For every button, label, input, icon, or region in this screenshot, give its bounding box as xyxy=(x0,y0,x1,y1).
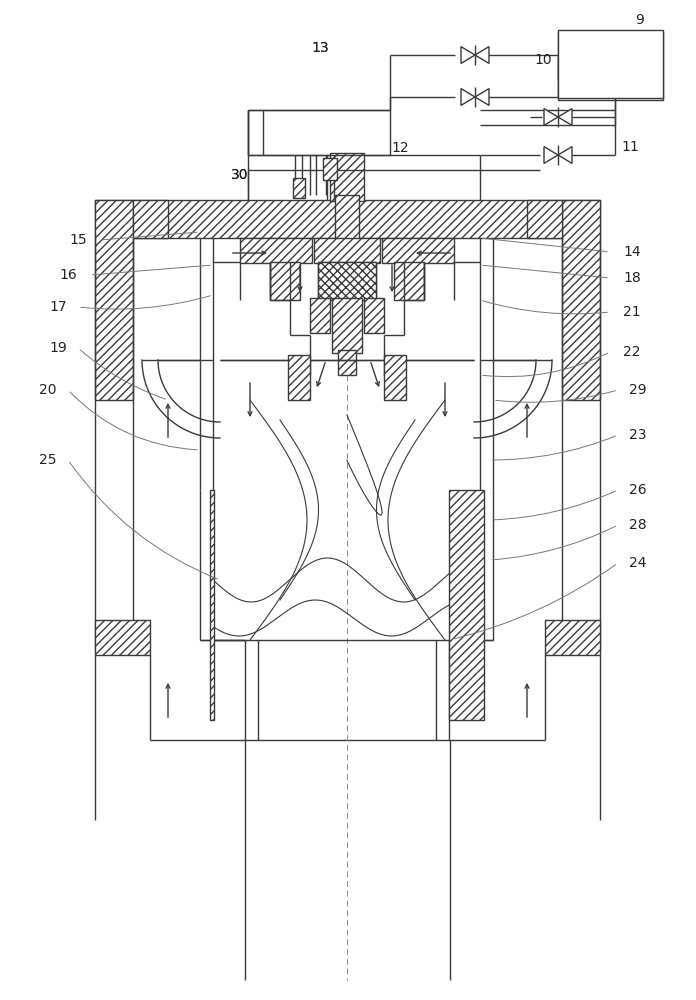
Text: 28: 28 xyxy=(629,518,647,532)
Polygon shape xyxy=(461,89,475,105)
Bar xyxy=(240,238,312,263)
Bar xyxy=(562,200,600,400)
Bar xyxy=(364,298,384,333)
Bar xyxy=(558,30,663,98)
Text: 18: 18 xyxy=(623,271,641,285)
Bar xyxy=(95,200,600,238)
Polygon shape xyxy=(461,47,475,63)
Polygon shape xyxy=(544,109,558,125)
Bar xyxy=(314,238,380,263)
Bar xyxy=(338,350,356,375)
Bar xyxy=(288,355,310,400)
Bar xyxy=(95,620,150,655)
Polygon shape xyxy=(558,109,572,125)
Text: 15: 15 xyxy=(69,233,87,247)
Polygon shape xyxy=(475,47,489,63)
Bar xyxy=(394,262,424,300)
Polygon shape xyxy=(558,147,572,163)
Text: 21: 21 xyxy=(623,305,641,319)
Bar xyxy=(318,262,376,300)
Bar xyxy=(210,490,214,720)
Bar xyxy=(449,490,484,720)
Text: 25: 25 xyxy=(39,453,57,467)
Bar xyxy=(384,355,406,400)
Text: 20: 20 xyxy=(39,383,57,397)
Text: 19: 19 xyxy=(49,341,67,355)
Polygon shape xyxy=(544,147,558,163)
Text: 24: 24 xyxy=(629,556,647,570)
Bar xyxy=(545,620,600,655)
Text: 23: 23 xyxy=(629,428,647,442)
Text: 29: 29 xyxy=(629,383,647,397)
Bar xyxy=(293,178,305,198)
Text: 17: 17 xyxy=(49,300,67,314)
Bar xyxy=(310,298,330,333)
Bar xyxy=(318,262,376,300)
Text: 12: 12 xyxy=(391,141,409,155)
Text: 10: 10 xyxy=(535,53,552,67)
Bar xyxy=(95,200,133,400)
Text: 26: 26 xyxy=(629,483,647,497)
Text: 13: 13 xyxy=(311,41,329,55)
Text: 30: 30 xyxy=(231,168,248,182)
Text: 13: 13 xyxy=(311,41,329,55)
Text: 16: 16 xyxy=(59,268,77,282)
Text: 14: 14 xyxy=(623,245,641,259)
Bar xyxy=(332,298,362,353)
Polygon shape xyxy=(475,89,489,105)
Text: 22: 22 xyxy=(623,345,641,359)
Bar xyxy=(527,200,562,238)
Text: 9: 9 xyxy=(635,13,644,27)
Text: 30: 30 xyxy=(231,168,248,182)
Bar xyxy=(133,200,168,238)
Bar xyxy=(558,32,663,100)
Bar xyxy=(323,158,337,180)
Bar xyxy=(335,195,359,245)
Bar xyxy=(270,262,300,300)
Bar xyxy=(382,238,454,263)
Bar xyxy=(330,153,364,201)
Text: 11: 11 xyxy=(621,140,639,154)
